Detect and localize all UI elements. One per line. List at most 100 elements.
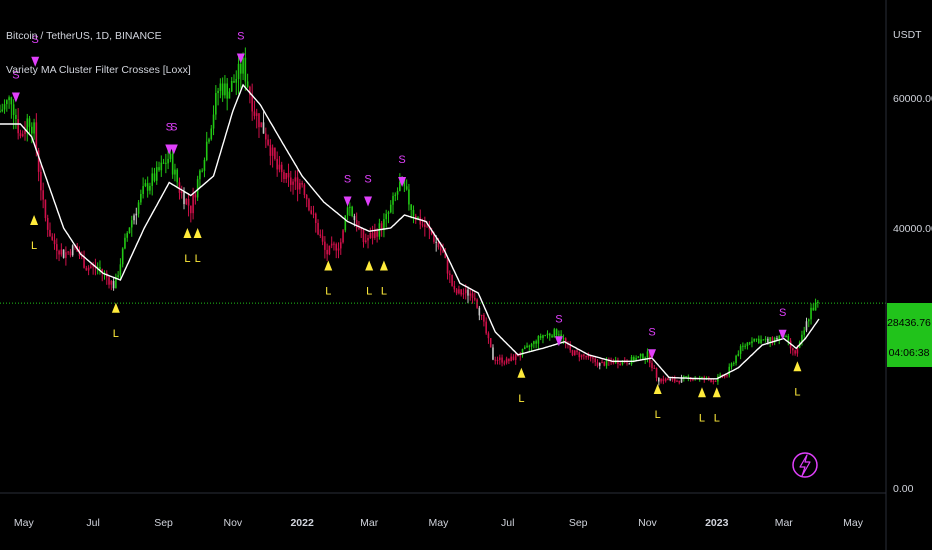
symbol-title[interactable]: Bitcoin / TetherUS, 1D, BINANCE: [6, 30, 162, 42]
candle-body: [757, 338, 760, 344]
short-signal-label: S: [398, 154, 405, 166]
candle-body: [203, 160, 206, 171]
candle-body: [15, 114, 17, 119]
candle-body: [8, 97, 10, 101]
long-signal-marker: [793, 361, 802, 372]
candle-body: [60, 249, 63, 255]
candle-body: [137, 202, 140, 214]
candle-body: [755, 338, 758, 340]
candle-body: [476, 299, 478, 308]
candle-body: [512, 356, 515, 361]
candle-body: [230, 80, 233, 92]
candle-body: [194, 194, 197, 198]
candle-body: [267, 139, 269, 145]
candle-body: [310, 210, 313, 214]
candle-body: [283, 171, 285, 180]
candle-body: [46, 217, 49, 230]
candle-body: [646, 351, 649, 358]
candle-body: [367, 237, 369, 241]
candle-body: [505, 358, 508, 363]
candle-body: [44, 199, 47, 218]
candle-body: [19, 133, 22, 137]
candle-body: [3, 104, 6, 110]
candle-body: [573, 350, 576, 356]
long-signal-label: L: [325, 286, 331, 298]
candle-body: [396, 191, 399, 195]
candle-body: [785, 336, 787, 338]
candle-body: [660, 378, 662, 382]
x-tick-label: Mar: [360, 517, 379, 529]
x-tick-label: Jul: [501, 517, 514, 529]
candle-body: [71, 245, 74, 256]
candle-body: [433, 234, 435, 242]
candle-body: [746, 342, 749, 346]
candle-body: [151, 173, 154, 186]
indicator-title[interactable]: Variety MA Cluster Filter Crosses [Loxx]: [6, 64, 191, 76]
current-price-tag: 28436.76 04:06:38: [887, 303, 932, 367]
candle-body: [12, 104, 15, 115]
candle-body: [514, 354, 517, 361]
candle-body: [33, 122, 35, 134]
candle-body: [437, 242, 440, 248]
short-signal-label: S: [364, 174, 371, 186]
candle-body: [648, 351, 651, 364]
candle-body: [385, 213, 388, 220]
candle-body: [455, 289, 458, 294]
candle-body: [603, 362, 606, 366]
candle-body: [58, 250, 60, 255]
candle-body: [630, 357, 633, 365]
candle-body: [355, 220, 358, 228]
candle-body: [412, 209, 415, 216]
candle-body: [99, 267, 101, 270]
candle-body: [539, 336, 542, 338]
lightning-icon[interactable]: [792, 452, 818, 478]
long-signal-marker: [379, 260, 388, 271]
candle-body: [28, 118, 31, 127]
candle-body: [133, 215, 135, 221]
candle-body: [26, 118, 29, 131]
candle-body: [544, 334, 547, 336]
candle-body: [110, 280, 113, 285]
candle-body: [305, 194, 308, 200]
candle-body: [742, 345, 744, 347]
candle-body: [174, 169, 176, 175]
candle-body: [596, 362, 599, 366]
x-tick-label: Sep: [154, 517, 173, 529]
candle-body: [658, 377, 660, 382]
y-tick-label: 60000.00: [893, 93, 932, 105]
short-signal-label: S: [555, 313, 562, 325]
candle-body: [296, 177, 299, 190]
candle-body: [303, 184, 306, 195]
candle-body: [294, 177, 297, 182]
candle-body: [719, 374, 721, 377]
time-axis[interactable]: May Jul Sep Nov 2022 Mar May Jul Sep Nov 2023 Mar Ma…: [14, 517, 864, 529]
candle-body: [428, 226, 431, 230]
candle-body: [551, 335, 553, 338]
candle-body: [40, 171, 42, 191]
candle-body: [474, 297, 476, 300]
candle-body: [478, 307, 481, 316]
candle-body: [464, 289, 467, 294]
candle-body: [751, 341, 753, 344]
candle-body: [183, 191, 185, 205]
candle-body: [328, 245, 331, 255]
long-signal-label: L: [195, 253, 201, 265]
x-tick-label: Jul: [86, 517, 99, 529]
long-signal-label: L: [381, 286, 387, 298]
candle-body: [462, 293, 465, 295]
candle-body: [271, 147, 274, 156]
candle-body: [776, 337, 778, 340]
candle-body: [140, 193, 142, 203]
short-signal-label: S: [32, 34, 39, 46]
candle-body: [246, 81, 249, 87]
candle-body: [653, 368, 656, 370]
short-signal-label: S: [166, 122, 173, 134]
y-tick-label: 40000.00: [893, 223, 932, 235]
candle-body: [458, 289, 460, 294]
x-tick-label: Nov: [224, 517, 243, 529]
candle-body: [399, 181, 401, 192]
candle-body: [119, 264, 122, 276]
candle-body: [201, 170, 203, 172]
